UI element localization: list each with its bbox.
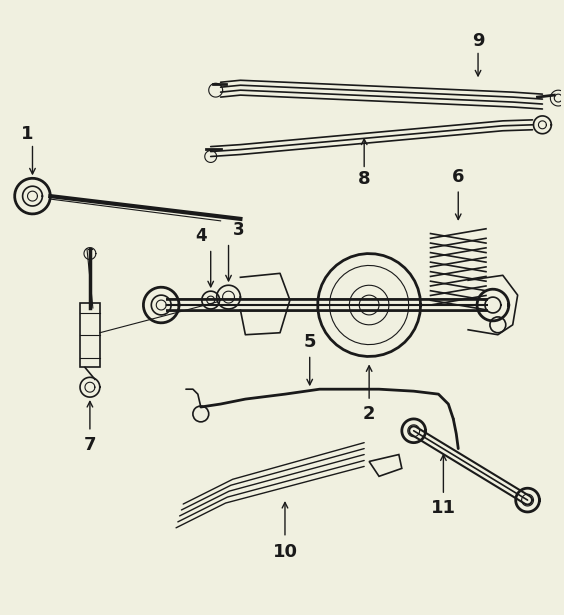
Text: 7: 7 [83,435,96,454]
Text: 11: 11 [431,499,456,517]
Text: 2: 2 [363,405,376,423]
Text: 4: 4 [195,227,206,245]
Text: 3: 3 [232,221,244,239]
Text: 6: 6 [452,169,465,186]
Text: 5: 5 [303,333,316,351]
Text: 8: 8 [358,170,371,188]
Text: 1: 1 [21,125,34,143]
Polygon shape [369,454,402,477]
Circle shape [490,317,506,333]
Bar [80,303,100,367]
Text: 10: 10 [272,542,297,560]
Text: 9: 9 [472,31,484,50]
Circle shape [193,406,209,422]
